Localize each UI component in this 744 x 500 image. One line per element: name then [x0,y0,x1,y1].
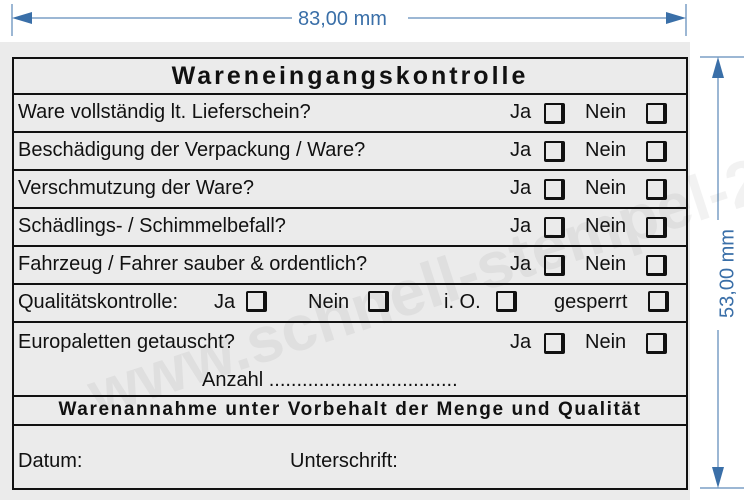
no-checkbox[interactable] [646,179,667,200]
no-label: Nein [585,177,627,199]
pallets-row: Europaletten getauscht? Ja Nein Anzahl .… [14,321,686,397]
yes-label: Ja [510,139,532,161]
pallets-yes-checkbox[interactable] [544,333,565,354]
check-row: Schädlings- / Schimmelbefall? Ja Nein [14,207,686,245]
width-label: 83,00 mm [298,8,387,30]
date-label: Datum: [18,450,83,472]
check-row: Verschmutzung der Ware? Ja Nein [14,169,686,207]
no-checkbox[interactable] [646,103,667,124]
quality-ok-label: i. O. [444,291,481,313]
question: Ware vollständig lt. Lieferschein? [18,101,311,123]
quality-yes-label: Ja [214,291,236,313]
yes-checkbox[interactable] [544,217,565,238]
yes-checkbox[interactable] [544,255,565,276]
no-label: Nein [585,139,627,161]
signature-label: Unterschrift: [290,450,398,472]
check-row: Beschädigung der Verpackung / Ware? Ja N… [14,131,686,169]
no-label: Nein [585,101,627,123]
stamp-background [0,42,690,500]
height-label: 53,00 mm [716,229,739,318]
yes-checkbox[interactable] [544,141,565,162]
quality-yes-checkbox[interactable] [246,291,267,312]
yes-label: Ja [510,253,532,275]
yes-checkbox[interactable] [544,103,565,124]
quality-blocked-checkbox[interactable] [648,291,669,312]
check-row: Fahrzeug / Fahrer sauber & ordentlich? J… [14,245,686,283]
height-arrow-icon [700,56,744,489]
no-label: Nein [585,253,627,275]
pallets-no-label: Nein [585,331,627,353]
yes-checkbox[interactable] [544,179,565,200]
footer-title: Warenannahme unter Vorbehalt der Menge u… [58,399,642,420]
question: Fahrzeug / Fahrer sauber & ordentlich? [18,253,368,275]
pallets-question: Europaletten getauscht? [18,331,235,353]
pallets-yes-label: Ja [510,331,532,353]
footer-title-row: Warenannahme unter Vorbehalt der Menge u… [14,395,686,424]
pallets-no-checkbox[interactable] [646,333,667,354]
quality-blocked-label: gesperrt [554,291,628,313]
question: Beschädigung der Verpackung / Ware? [18,139,366,161]
no-label: Nein [585,215,627,237]
stamp-title: Wareneingangskontrolle [171,62,529,90]
quality-row: Qualitätskontrolle: Ja Nein i. O. gesper… [14,283,686,321]
check-row: Ware vollständig lt. Lieferschein? Ja Ne… [14,93,686,131]
yes-label: Ja [510,101,532,123]
yes-label: Ja [510,177,532,199]
no-checkbox[interactable] [646,217,667,238]
question: Verschmutzung der Ware? [18,177,255,199]
pallets-count-field[interactable]: Anzahl .................................… [202,369,458,391]
quality-no-label: Nein [308,291,350,313]
yes-label: Ja [510,215,532,237]
quality-no-checkbox[interactable] [368,291,389,312]
question: Schädlings- / Schimmelbefall? [18,215,286,237]
width-arrow-icon [11,4,687,36]
quality-label: Qualitätskontrolle: [18,291,179,313]
quality-ok-checkbox[interactable] [496,291,517,312]
stamp-impression: Wareneingangskontrolle Ware vollständig … [12,57,688,490]
no-checkbox[interactable] [646,255,667,276]
no-checkbox[interactable] [646,141,667,162]
signature-row: Datum: Unterschrift: [14,424,686,490]
